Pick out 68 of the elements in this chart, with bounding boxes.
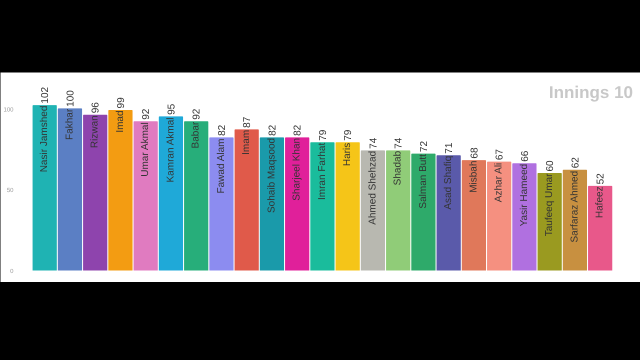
bar xyxy=(487,162,512,270)
data-label: 67 xyxy=(494,148,506,160)
x-tick-label: Rizwan xyxy=(90,115,101,148)
bar xyxy=(436,155,461,270)
data-label: 82 xyxy=(267,124,278,136)
data-label: 99 xyxy=(116,96,127,108)
data-label: 62 xyxy=(570,156,582,168)
x-tick-label: Yasir Hameed xyxy=(518,164,530,226)
x-tick-label: Misbah xyxy=(468,160,480,193)
x-tick-label: Kamran Akmal xyxy=(165,117,176,182)
data-label: 96 xyxy=(90,102,102,114)
data-label: 100 xyxy=(65,90,76,107)
bar xyxy=(360,150,386,270)
x-tick-label: Azhar Ali xyxy=(494,162,505,202)
x-tick-label: Babar xyxy=(190,121,202,148)
bar xyxy=(209,137,234,270)
data-label: 79 xyxy=(343,129,354,141)
data-label: 92 xyxy=(141,108,152,120)
data-label: 72 xyxy=(418,140,430,152)
bar xyxy=(386,150,410,270)
data-label: 79 xyxy=(318,129,329,141)
x-tick-label: Asad Shafiq xyxy=(443,156,454,210)
bar xyxy=(32,105,57,270)
bar xyxy=(462,160,486,270)
data-label: 82 xyxy=(292,124,304,136)
x-tick-label: Salman Butt xyxy=(418,154,429,209)
bar xyxy=(234,129,259,270)
data-label: 102 xyxy=(40,86,52,104)
data-label: 92 xyxy=(192,108,203,120)
bar xyxy=(588,186,612,270)
x-tick-label: Imad xyxy=(114,110,126,133)
bar xyxy=(108,110,133,270)
x-tick-label: Imam xyxy=(241,130,252,155)
x-tick-label: Sarfaraz Ahmed xyxy=(569,170,580,243)
data-label: 74 xyxy=(394,137,405,149)
bar xyxy=(83,114,108,270)
data-label: 71 xyxy=(444,142,456,154)
x-tick-label: Hafeez xyxy=(594,186,606,218)
x-tick-label: Nasir Jamshed xyxy=(39,106,50,172)
data-label: 60 xyxy=(545,160,556,172)
bar xyxy=(538,173,562,270)
data-label: 66 xyxy=(520,150,531,162)
x-tick-label: Imran Farhat xyxy=(316,142,328,200)
data-label: 74 xyxy=(368,137,380,149)
bar xyxy=(260,137,284,270)
x-tick-label: Sharjeel Khan xyxy=(292,138,303,201)
bar xyxy=(512,163,537,270)
data-label: 87 xyxy=(242,116,254,128)
x-tick-label: Sohaib Maqsood xyxy=(266,138,278,213)
bar xyxy=(285,137,310,270)
x-tick-label: Fakhar xyxy=(64,108,76,140)
x-tick-label: Fawad Alam xyxy=(216,138,227,194)
bar xyxy=(336,142,360,270)
data-label: 52 xyxy=(596,172,607,184)
x-tick-label: Shadab xyxy=(392,150,404,186)
bar xyxy=(134,121,158,270)
bar xyxy=(58,108,82,270)
x-tick-label: Umar Akmal xyxy=(140,122,152,177)
x-tick-label: Ahmed Shehzad xyxy=(367,150,378,225)
x-tick-label: Taufeeq Umar xyxy=(544,172,556,236)
data-label: 82 xyxy=(216,124,228,136)
x-tick-label: Haris xyxy=(342,142,354,166)
bar xyxy=(158,116,184,270)
bar xyxy=(184,121,208,270)
data-label: 95 xyxy=(166,103,178,115)
bar xyxy=(310,142,335,270)
bar xyxy=(411,154,436,270)
data-label: 68 xyxy=(469,147,480,159)
